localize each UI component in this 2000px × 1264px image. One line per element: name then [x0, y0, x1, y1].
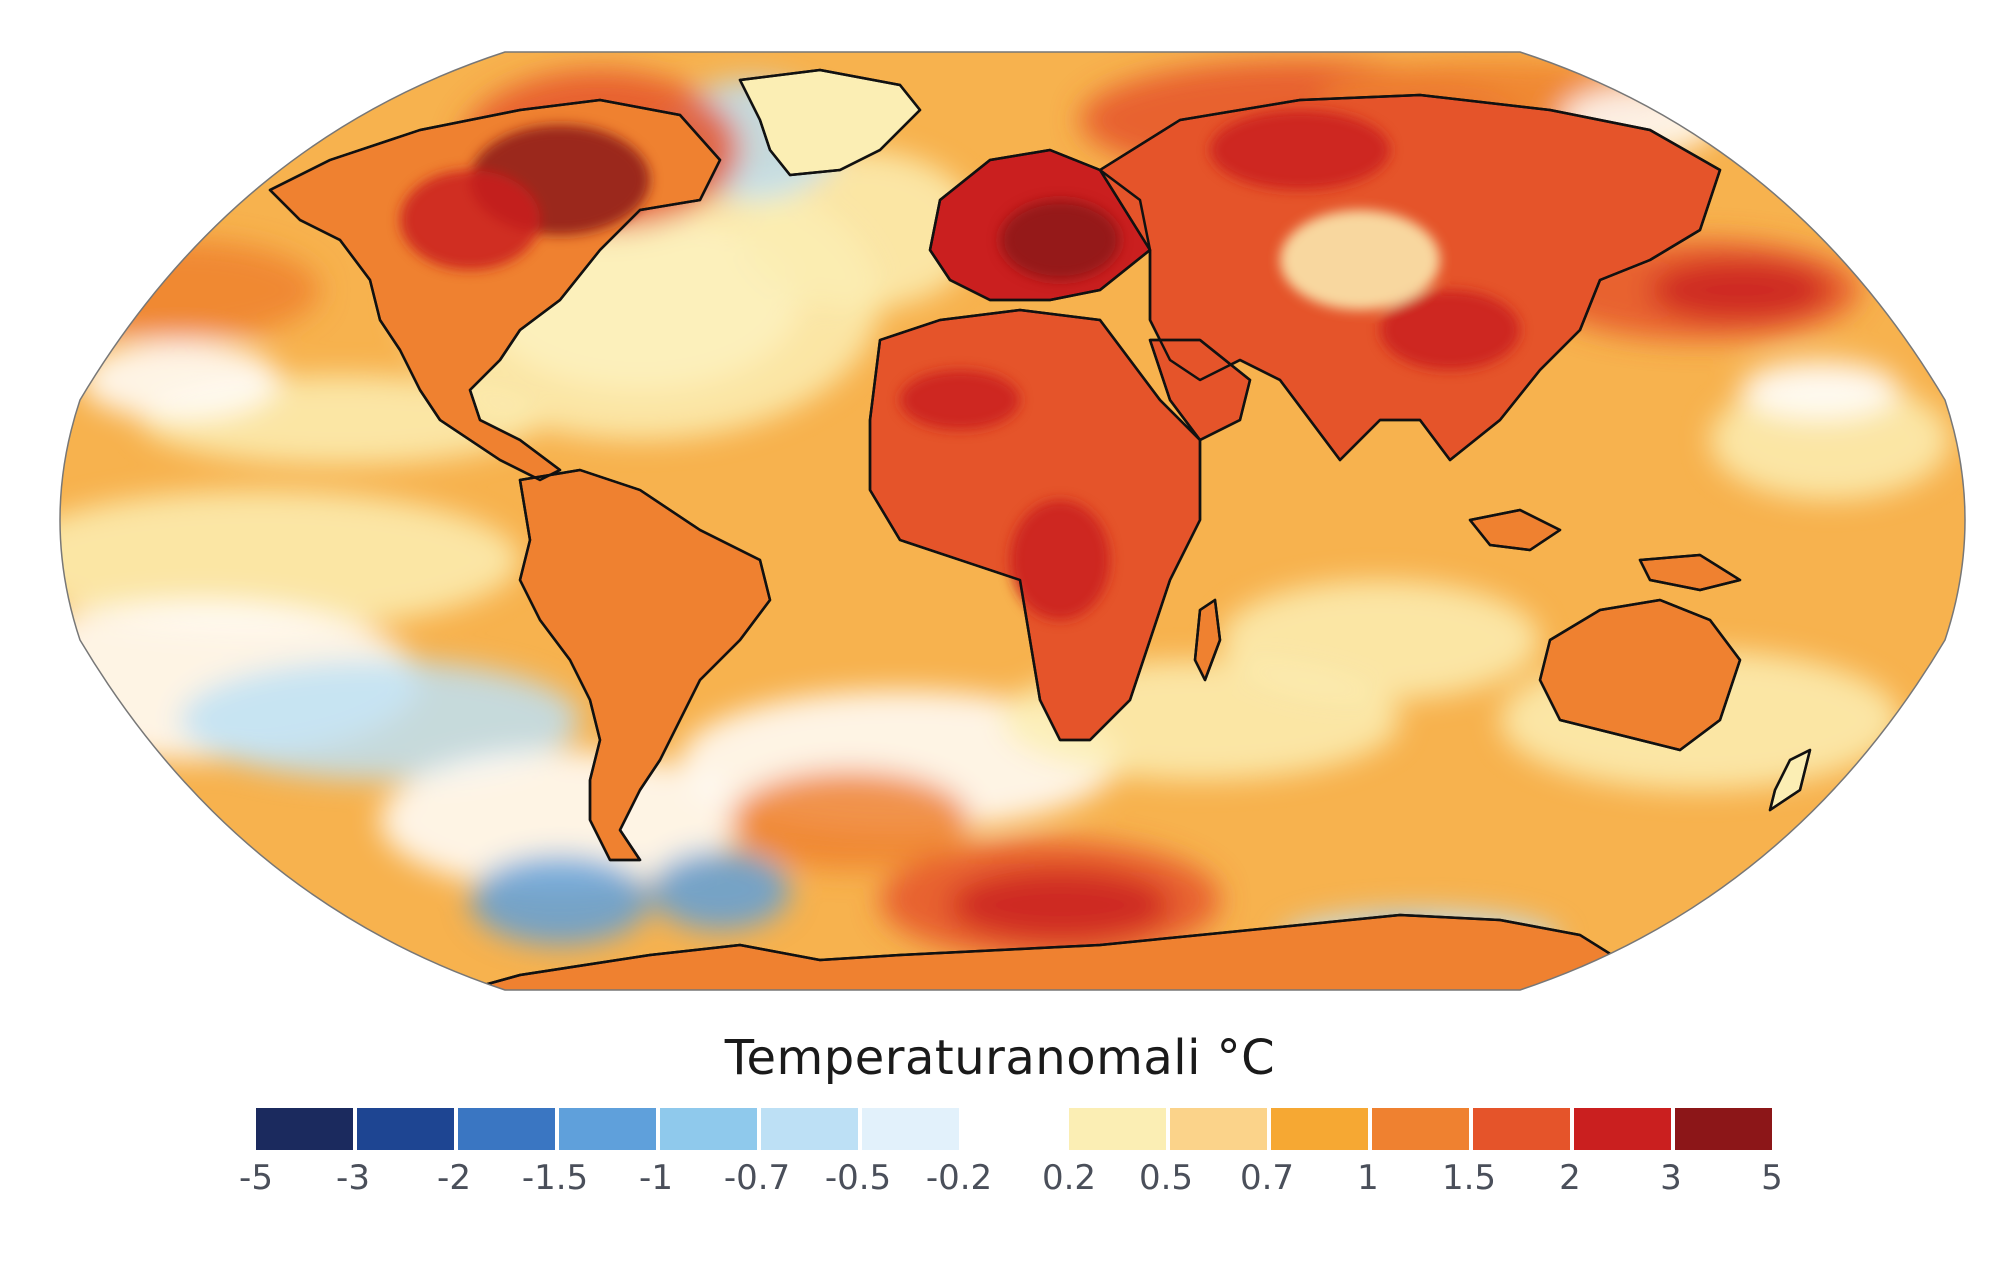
- coastline-indonesia: [1468, 508, 1562, 552]
- legend-swatch: [1069, 1108, 1166, 1150]
- world-map: [59, 51, 1966, 991]
- legend-tick-label: 5: [1761, 1158, 1783, 1198]
- coastline-asia: [1098, 93, 1722, 462]
- legend-swatch: [357, 1108, 454, 1150]
- coastline-madagascar: [1193, 598, 1222, 682]
- legend-tick-label: -5: [239, 1158, 273, 1198]
- legend-tick-label: -1.5: [521, 1158, 589, 1198]
- legend-swatch: [1675, 1108, 1772, 1150]
- legend-swatch: [559, 1108, 656, 1150]
- anomaly-field: [60, 52, 1965, 990]
- legend-tick-label: 1: [1357, 1158, 1379, 1198]
- legend-tick-label: -0.7: [723, 1158, 791, 1198]
- coastline-europe: [928, 148, 1152, 302]
- coastline-antarctica: [428, 913, 1622, 990]
- continents: [268, 68, 1812, 990]
- legend-tick-label: -2: [437, 1158, 471, 1198]
- legend-tick-label: -0.5: [824, 1158, 892, 1198]
- legend-tick-label: -3: [336, 1158, 370, 1198]
- coastline-south-america: [518, 468, 772, 862]
- legend-tick-label: 2: [1559, 1158, 1581, 1198]
- legend-swatch: [1473, 1108, 1570, 1150]
- coastline-arabia: [1148, 338, 1252, 442]
- land-anomaly-patches: [400, 110, 1520, 620]
- legend-swatch: [862, 1108, 959, 1150]
- coastline-australia: [1538, 598, 1742, 752]
- legend-tick-label: 0.5: [1138, 1158, 1194, 1198]
- temperature-anomaly-map: [59, 51, 1966, 991]
- legend-swatch: [660, 1108, 757, 1150]
- coastline-africa: [868, 308, 1202, 742]
- legend-tick-label: 0.2: [1041, 1158, 1097, 1198]
- legend-swatch: [761, 1108, 858, 1150]
- legend-title: Temperaturanomali °C: [724, 1030, 1276, 1086]
- legend-swatch: [1170, 1108, 1267, 1150]
- legend-swatch: [1574, 1108, 1671, 1150]
- legend-tick-label: -0.2: [925, 1158, 993, 1198]
- legend-swatch: [458, 1108, 555, 1150]
- legend-swatch: [1372, 1108, 1469, 1150]
- coastline-new-zealand: [1768, 748, 1812, 812]
- legend-tick-label: -1: [639, 1158, 673, 1198]
- legend-tick-label: 3: [1660, 1158, 1682, 1198]
- coastline-north-america: [268, 98, 722, 482]
- map-frame: [59, 51, 1966, 991]
- legend-tick-label: 1.5: [1441, 1158, 1497, 1198]
- coastline-greenland: [738, 68, 922, 177]
- legend-swatch: [256, 1108, 353, 1150]
- legend-swatch: [1271, 1108, 1368, 1150]
- legend-tick-label: 0.7: [1239, 1158, 1295, 1198]
- color-legend: -5 -3 -2 -1.5 -1 -0.7 -0.5 -0.2 0.2 0.5 0.7 1 1.5 2 3 5: [0, 1108, 2000, 1238]
- coastline-new-guinea: [1638, 553, 1742, 592]
